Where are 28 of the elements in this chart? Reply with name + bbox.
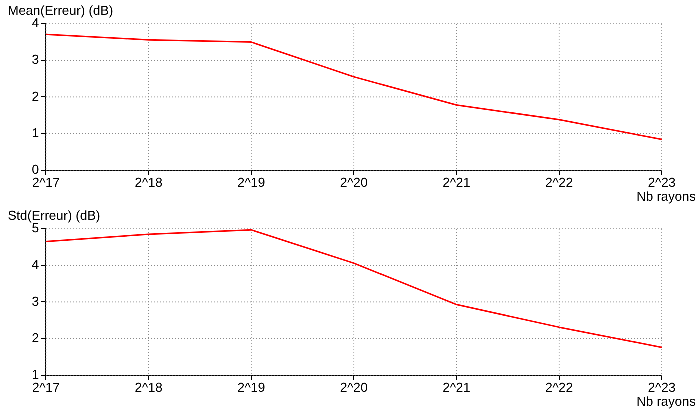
- x-tick-label: 2^19: [238, 380, 266, 395]
- x-tick-label: 2^21: [442, 174, 471, 190]
- x-tick-label: 2^23: [648, 174, 676, 190]
- x-tick-label: 2^18: [134, 174, 163, 190]
- x-axis-title: Nb rayons: [636, 394, 696, 410]
- y-tick-label: 4: [32, 16, 40, 31]
- y-tick-label: 1: [32, 366, 40, 382]
- x-tick-label: 2^23: [648, 380, 676, 395]
- x-tick-label: 2^19: [238, 174, 266, 190]
- y-tick-label: 1: [32, 125, 40, 140]
- y-axis-title: Std(Erreur) (dB): [8, 208, 100, 224]
- y-tick-label: 3: [32, 294, 40, 309]
- x-tick-label: 2^20: [340, 174, 368, 190]
- y-tick-label: 5: [32, 220, 40, 236]
- x-tick-label: 2^17: [32, 380, 60, 395]
- x-tick-label: 2^22: [545, 174, 574, 190]
- y-tick-label: 3: [32, 52, 40, 68]
- y-tick-label: 2: [32, 88, 40, 104]
- x-axis-title: Nb rayons: [636, 189, 696, 204]
- x-tick-label: 2^22: [545, 380, 574, 395]
- x-tick-label: 2^20: [340, 380, 368, 395]
- x-tick-label: 2^18: [134, 380, 163, 395]
- x-tick-label: 2^21: [442, 380, 471, 395]
- x-tick-label: 2^17: [32, 174, 60, 190]
- y-tick-label: 0: [32, 162, 40, 177]
- y-axis-title: Mean(Erreur) (dB): [8, 3, 114, 18]
- y-tick-label: 4: [32, 257, 40, 272]
- y-tick-label: 2: [32, 330, 40, 346]
